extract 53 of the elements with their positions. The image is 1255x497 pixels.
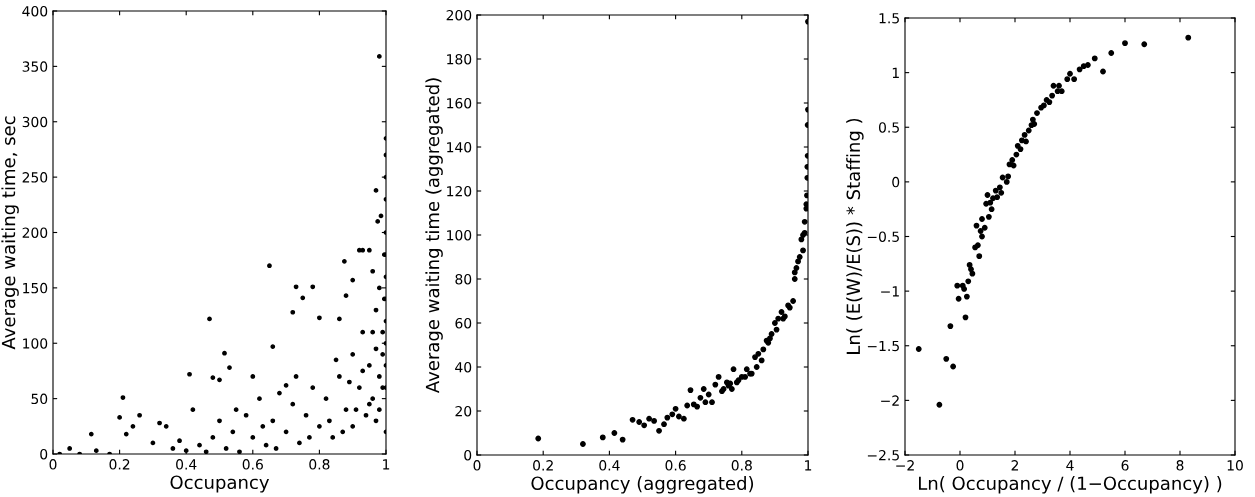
y-tick-label: 250 <box>22 172 48 183</box>
y-axis-title: Average waiting time, sec <box>1 116 19 350</box>
x-tick-label: 0 <box>956 460 964 471</box>
y-tick-label: 0 <box>40 448 48 460</box>
y-tick-label: 40 <box>455 361 472 373</box>
y-tick-label: 350 <box>22 61 48 72</box>
y-tick-label: −0.5 <box>867 231 899 242</box>
y-axis-title: Ln( (E(W)/E(S)) * Staffing ) <box>846 118 864 354</box>
y-tick-label: 0 <box>464 449 472 461</box>
y-tick-label: 50 <box>31 393 48 405</box>
x-tick-label: 0.8 <box>309 459 330 470</box>
x-tick-label: 0 <box>473 460 481 471</box>
y-tick-label: 300 <box>22 116 48 128</box>
y-tick-label: 150 <box>23 282 48 294</box>
x-axis-title: Occupancy <box>170 475 270 493</box>
y-tick-label: 160 <box>447 97 472 109</box>
y-tick-label: 100 <box>23 338 48 349</box>
x-tick-label: 2 <box>1011 460 1019 471</box>
y-tick-label: 0 <box>892 176 900 188</box>
y-tick-label: −1.5 <box>867 340 899 352</box>
y-tick-label: 140 <box>447 141 472 153</box>
x-tick-label: 0 <box>49 459 57 470</box>
x-tick-label: 0.2 <box>109 459 130 470</box>
x-tick-label: 8 <box>1176 460 1184 471</box>
y-tick-label: 0.5 <box>878 122 899 133</box>
y-axis-title: Average waiting time (aggregated) <box>425 78 443 394</box>
x-tick-label: 0.2 <box>533 460 553 471</box>
y-tick-label: 20 <box>455 405 472 417</box>
y-tick-label: −2.5 <box>867 449 899 461</box>
y-tick-label: 200 <box>446 9 472 21</box>
x-tick-label: 0.8 <box>731 460 752 471</box>
x-tick-label: 0.4 <box>176 459 197 470</box>
y-tick-label: 1 <box>892 67 899 78</box>
y-tick-label: 100 <box>447 229 472 241</box>
x-tick-label: 0.4 <box>599 460 620 471</box>
y-tick-label: 400 <box>22 5 48 17</box>
x-tick-label: 0.6 <box>665 460 686 471</box>
y-tick-label: 120 <box>447 185 472 197</box>
x-tick-label: 10 <box>1227 460 1243 471</box>
y-tick-label: 60 <box>455 317 472 329</box>
x-axis-title: Occupancy (aggregated) <box>531 476 754 494</box>
x-tick-label: 1 <box>805 460 812 471</box>
y-tick-label: −2 <box>881 395 899 406</box>
y-tick-label: 1.5 <box>879 13 899 24</box>
y-tick-label: 200 <box>22 227 48 238</box>
y-tick-label: 80 <box>455 273 472 285</box>
x-tick-label: 1 <box>383 459 390 470</box>
x-tick-label: 4 <box>1066 460 1074 471</box>
y-tick-label: 180 <box>447 53 472 65</box>
x-axis-title: Ln( Occupancy / (1−Occupancy) ) <box>919 476 1222 494</box>
x-tick-label: 6 <box>1121 460 1129 471</box>
y-tick-label: −1 <box>881 286 899 297</box>
x-tick-label: 0.6 <box>242 459 263 470</box>
